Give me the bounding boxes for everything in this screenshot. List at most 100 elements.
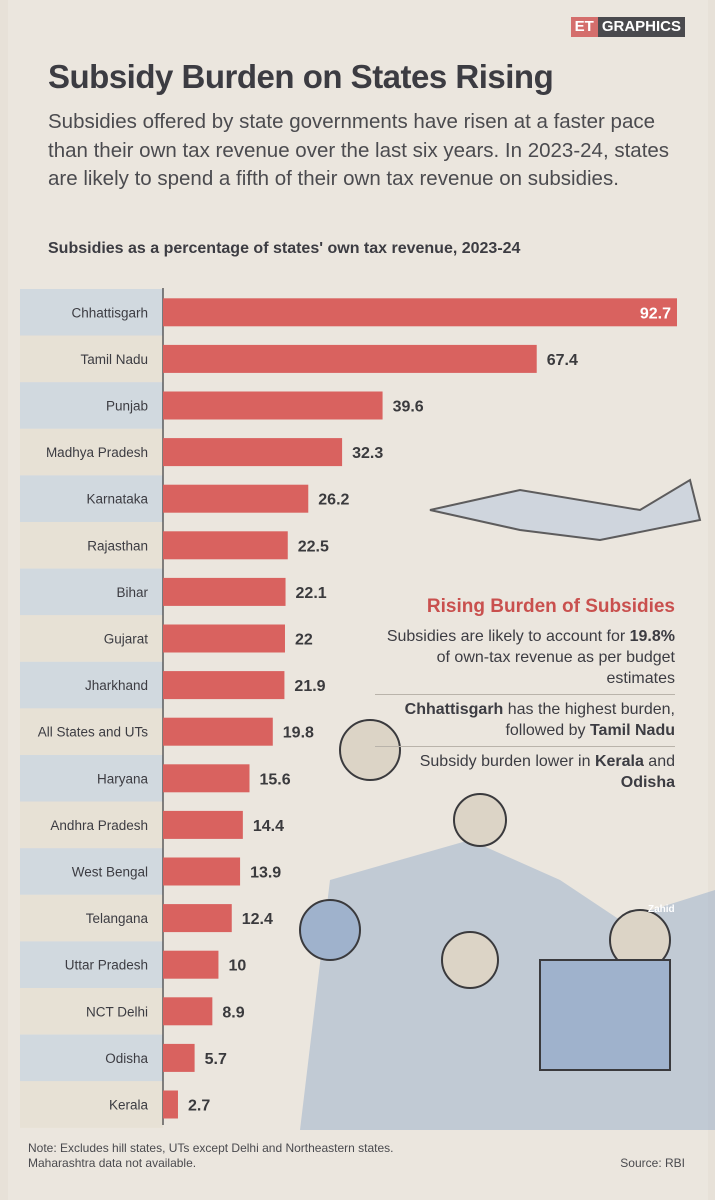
- value-label: 22.1: [296, 585, 327, 602]
- bar: [163, 484, 309, 513]
- annotation-item: Subsidy burden lower in Kerala and Odish…: [375, 747, 675, 798]
- value-label: 8.9: [222, 1004, 244, 1021]
- illustration-head: [299, 899, 361, 961]
- bar: [163, 997, 213, 1026]
- row-band: [20, 475, 163, 522]
- bar: [163, 438, 343, 467]
- footnote-line: Maharashtra data not available.: [28, 1156, 197, 1170]
- category-label: Bihar: [116, 585, 148, 600]
- category-label: Madhya Pradesh: [46, 445, 148, 460]
- value-label: 22.5: [298, 538, 329, 555]
- category-label: All States and UTs: [38, 725, 149, 740]
- row-band: [20, 289, 163, 336]
- category-label: Chhattisgarh: [71, 305, 148, 320]
- category-label: Andhra Pradesh: [50, 818, 148, 833]
- bar: [163, 764, 250, 793]
- category-label: Haryana: [97, 771, 149, 786]
- value-label: 67.4: [547, 352, 578, 369]
- bar: [163, 577, 286, 606]
- category-label: Telangana: [86, 911, 149, 926]
- annotation-box: Rising Burden of Subsidies Subsidies are…: [375, 596, 675, 798]
- value-label: 22: [295, 632, 313, 649]
- chart-title: Subsidies as a percentage of states' own…: [48, 240, 521, 257]
- illustration-head: [339, 719, 401, 781]
- category-label: Jharkhand: [85, 678, 148, 693]
- row-band: [20, 1034, 163, 1082]
- annotation-highlight: 19.8%: [629, 628, 675, 645]
- annotation-highlight: Tamil Nadu: [589, 722, 675, 739]
- value-label: 19.8: [283, 725, 314, 742]
- value-label: 12.4: [242, 911, 273, 928]
- annotation-text: Subsidies are likely to account for: [386, 628, 630, 645]
- value-label: 15.6: [259, 771, 290, 788]
- value-label: 14.4: [253, 818, 284, 835]
- annotation-text: of own-tax revenue as per budget estimat…: [436, 649, 675, 687]
- annotation-text: Subsidy burden lower in: [419, 753, 595, 770]
- row-band: [20, 894, 163, 942]
- annotation-title: Rising Burden of Subsidies: [426, 596, 675, 617]
- bar: [163, 717, 273, 746]
- category-label: NCT Delhi: [86, 1004, 148, 1019]
- bar: [163, 671, 285, 700]
- row-band: [20, 661, 163, 709]
- bar: [163, 904, 232, 933]
- category-label: West Bengal: [72, 865, 148, 880]
- row-band: [20, 522, 163, 569]
- bar: [163, 298, 677, 327]
- brand-prefix: ET: [570, 17, 598, 37]
- bar: [163, 950, 219, 979]
- row-band: [20, 382, 163, 429]
- row-band: [20, 941, 163, 988]
- illustration-credit: Zahid: [648, 904, 675, 915]
- bar: [163, 1090, 178, 1119]
- value-label: 2.7: [188, 1098, 210, 1115]
- page-title: Subsidy Burden on States Rising: [48, 58, 554, 95]
- illustration-screen: [539, 959, 671, 1071]
- category-label: Rajasthan: [87, 538, 148, 553]
- category-label: Tamil Nadu: [80, 352, 148, 367]
- bar: [163, 344, 537, 373]
- value-label: 92.7: [640, 305, 671, 322]
- value-label: 10: [228, 958, 246, 975]
- illustration-head: [441, 931, 499, 989]
- row-band: [20, 1081, 163, 1128]
- brand-label: GRAPHICS: [597, 17, 685, 37]
- bar: [163, 531, 288, 560]
- annotation-highlight: Odisha: [620, 774, 675, 791]
- annotation-highlight: Chhattisgarh: [404, 701, 504, 718]
- category-label: Karnataka: [86, 492, 148, 507]
- row-band: [20, 988, 163, 1035]
- annotation-highlight: Kerala: [594, 753, 644, 770]
- category-label: Gujarat: [104, 632, 149, 647]
- footnote: Note: Excludes hill states, UTs except D…: [28, 1141, 394, 1171]
- category-label: Uttar Pradesh: [65, 958, 148, 973]
- annotation-item: Subsidies are likely to account for 19.8…: [375, 622, 675, 695]
- illustration-hand: [429, 478, 702, 542]
- bar-chart: Chhattisgarh 92.7 Tamil Nadu 67.4 Punjab 39.6…: [20, 288, 715, 1130]
- intro-text: Subsidies offered by state governments h…: [48, 110, 670, 190]
- annotation-text: and: [643, 753, 675, 770]
- category-label: Punjab: [106, 399, 148, 414]
- value-label: 32.3: [352, 445, 383, 462]
- footnote-line: Note: Excludes hill states, UTs except D…: [28, 1141, 394, 1155]
- annotation-item: Chhattisgarh has the highest burden, fol…: [375, 695, 675, 747]
- et-graphics-logo: ET GRAPHICS: [570, 17, 685, 37]
- row-band: [20, 615, 163, 662]
- row-band: [20, 335, 163, 383]
- value-label: 13.9: [250, 865, 281, 882]
- row-band: [20, 755, 163, 802]
- annotation-text: has the highest burden, followed by: [503, 701, 675, 739]
- row-band: [20, 708, 163, 755]
- row-band: [20, 428, 163, 476]
- category-label: Kerala: [109, 1098, 149, 1113]
- value-label: 26.2: [318, 492, 349, 509]
- illustration-head: [453, 793, 507, 847]
- bar: [163, 810, 243, 839]
- row-band: [20, 568, 163, 616]
- bar: [163, 857, 241, 886]
- bar: [163, 624, 285, 653]
- row-band: [20, 848, 163, 895]
- value-label: 5.7: [205, 1051, 227, 1068]
- category-label: Odisha: [105, 1051, 148, 1066]
- value-label: 21.9: [294, 678, 325, 695]
